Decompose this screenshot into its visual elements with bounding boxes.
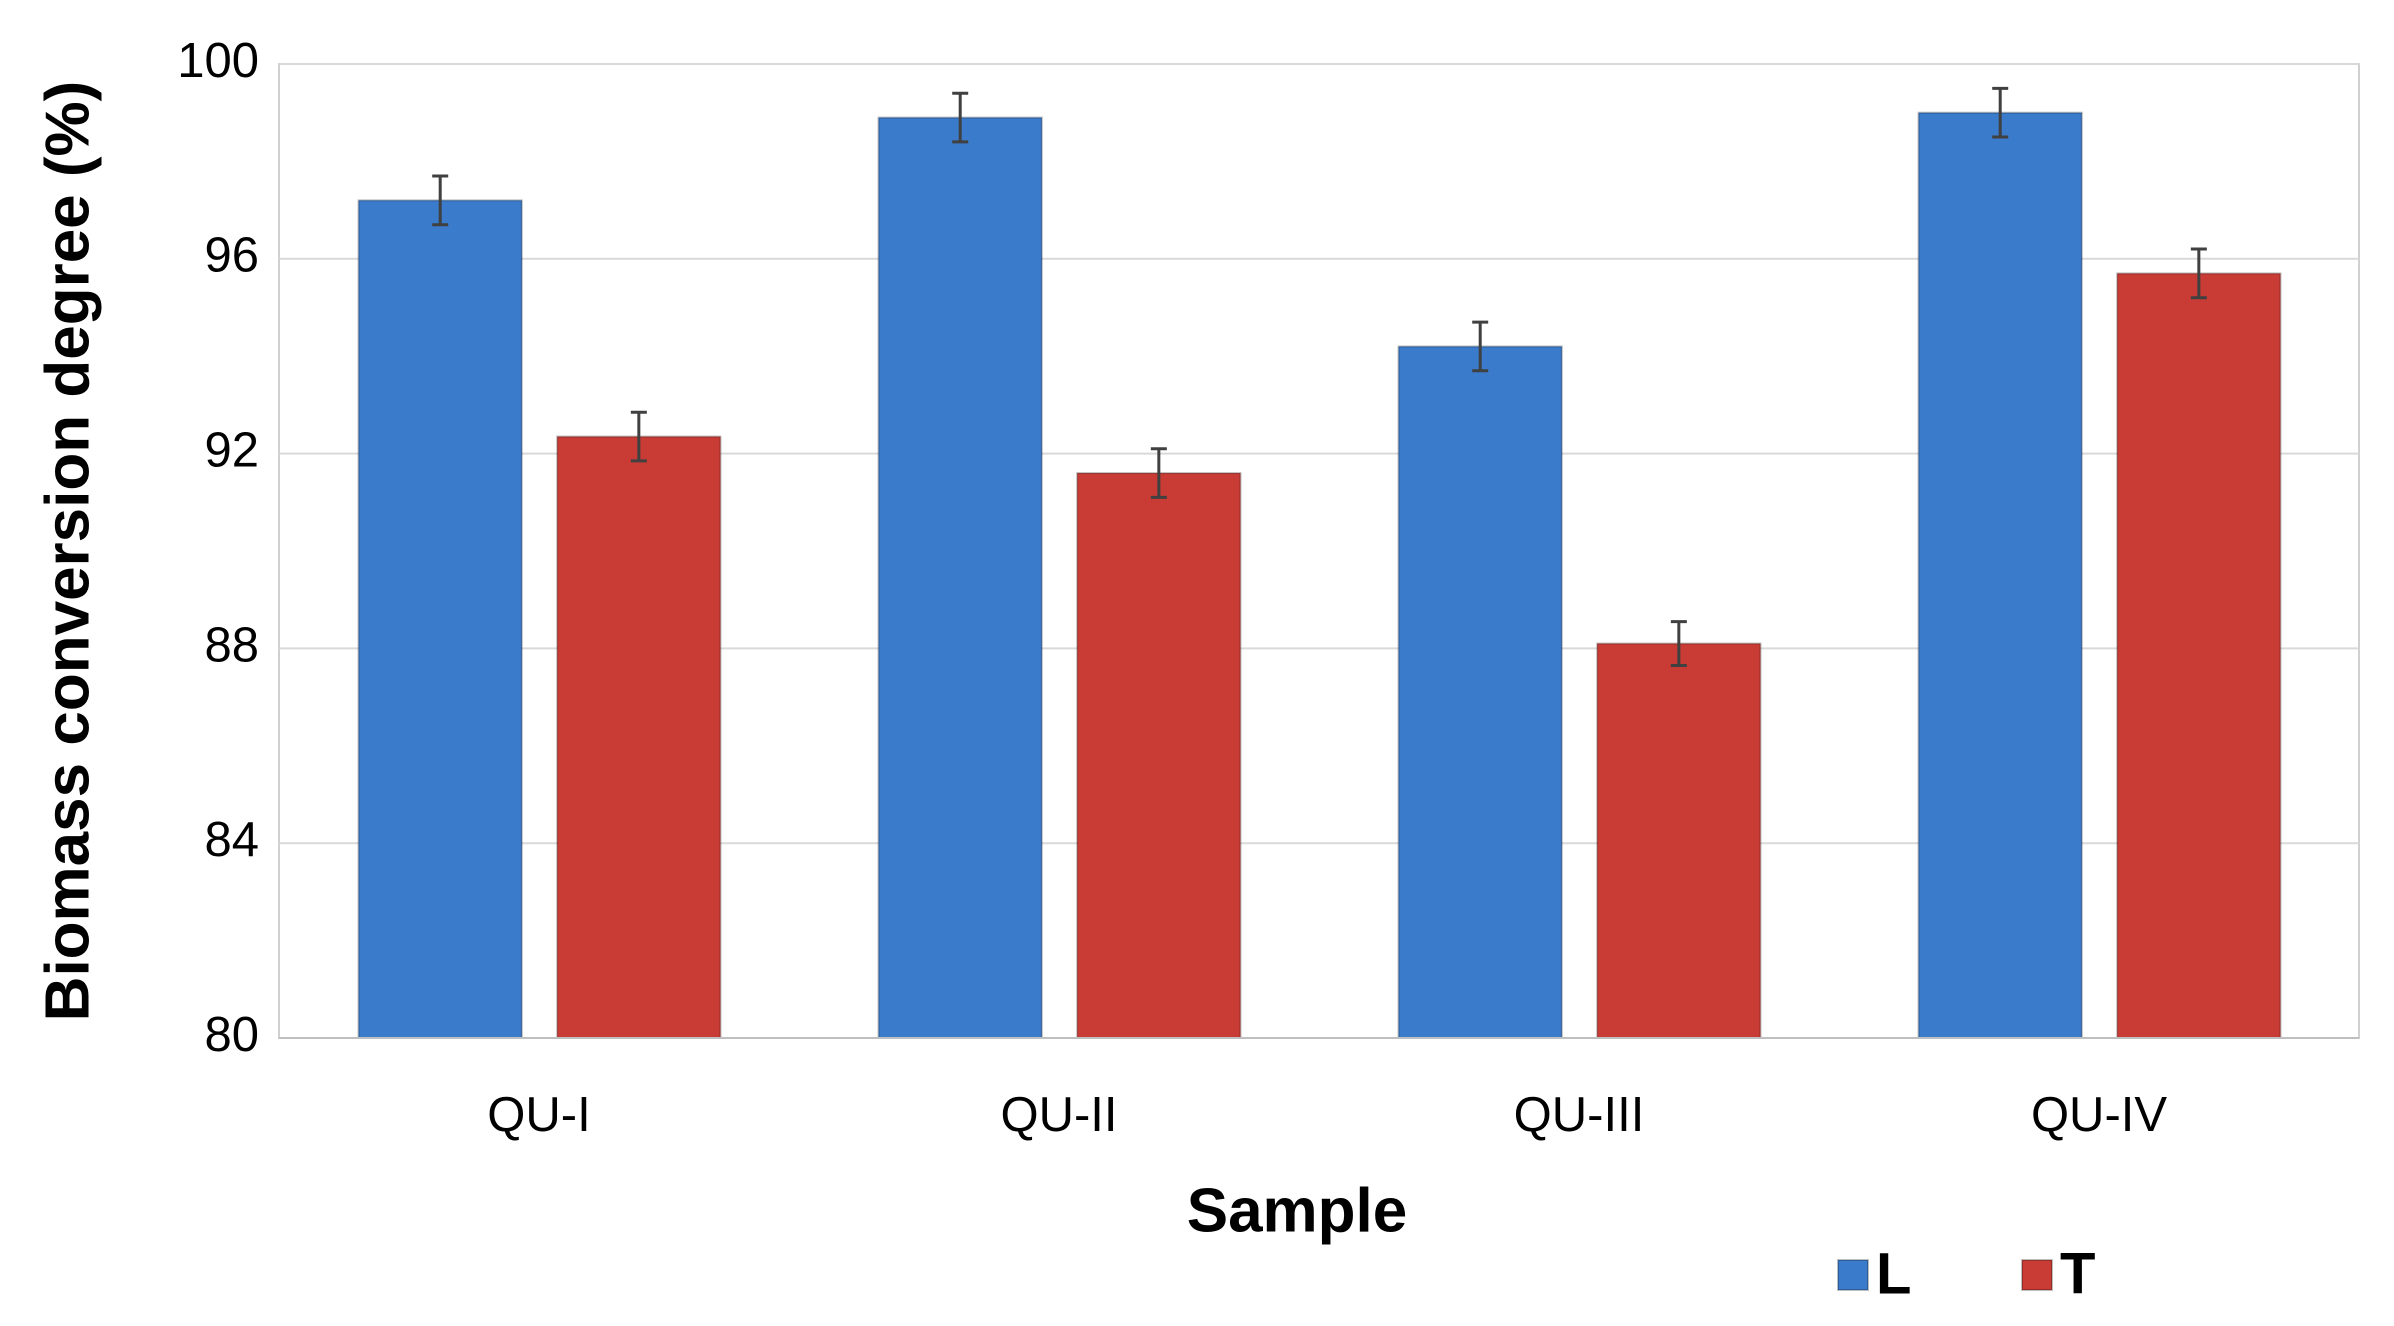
error-bar [952,91,969,144]
bar [1596,642,1762,1040]
x-tick-label: QU-IV [2031,1088,2167,1142]
legend-label: T [2060,1241,2095,1306]
bar [877,116,1043,1039]
error-bar [1670,620,1687,667]
y-tick-label: 100 [177,34,259,88]
legend-marker [2021,1259,2053,1291]
bar [1397,345,1563,1039]
bar [2116,272,2282,1040]
x-axis-title: Sample [1187,1176,1408,1245]
x-tick-label: QU-III [1514,1088,1645,1142]
y-tick-label: 96 [204,229,259,283]
bar [1917,111,2083,1039]
x-tick-label: QU-II [1000,1088,1117,1142]
y-tick-label: 84 [204,813,259,867]
y-tick-label: 92 [204,424,259,478]
error-bar [432,174,449,227]
y-tick-label: 80 [204,1008,259,1062]
legend-label: L [1876,1241,1911,1306]
error-bar [630,410,647,463]
error-bar [1992,86,2009,139]
error-bar [1150,447,1167,499]
legend-marker [1837,1259,1869,1291]
error-bar [1472,320,1489,373]
y-axis-title: Biomass conversion degree (%) [33,81,102,1022]
x-tick-label: QU-I [487,1088,590,1142]
y-tick-label: 88 [204,618,259,672]
error-bar [2190,247,2207,300]
bar [357,199,523,1040]
bar [1076,472,1242,1039]
bar [556,435,722,1039]
